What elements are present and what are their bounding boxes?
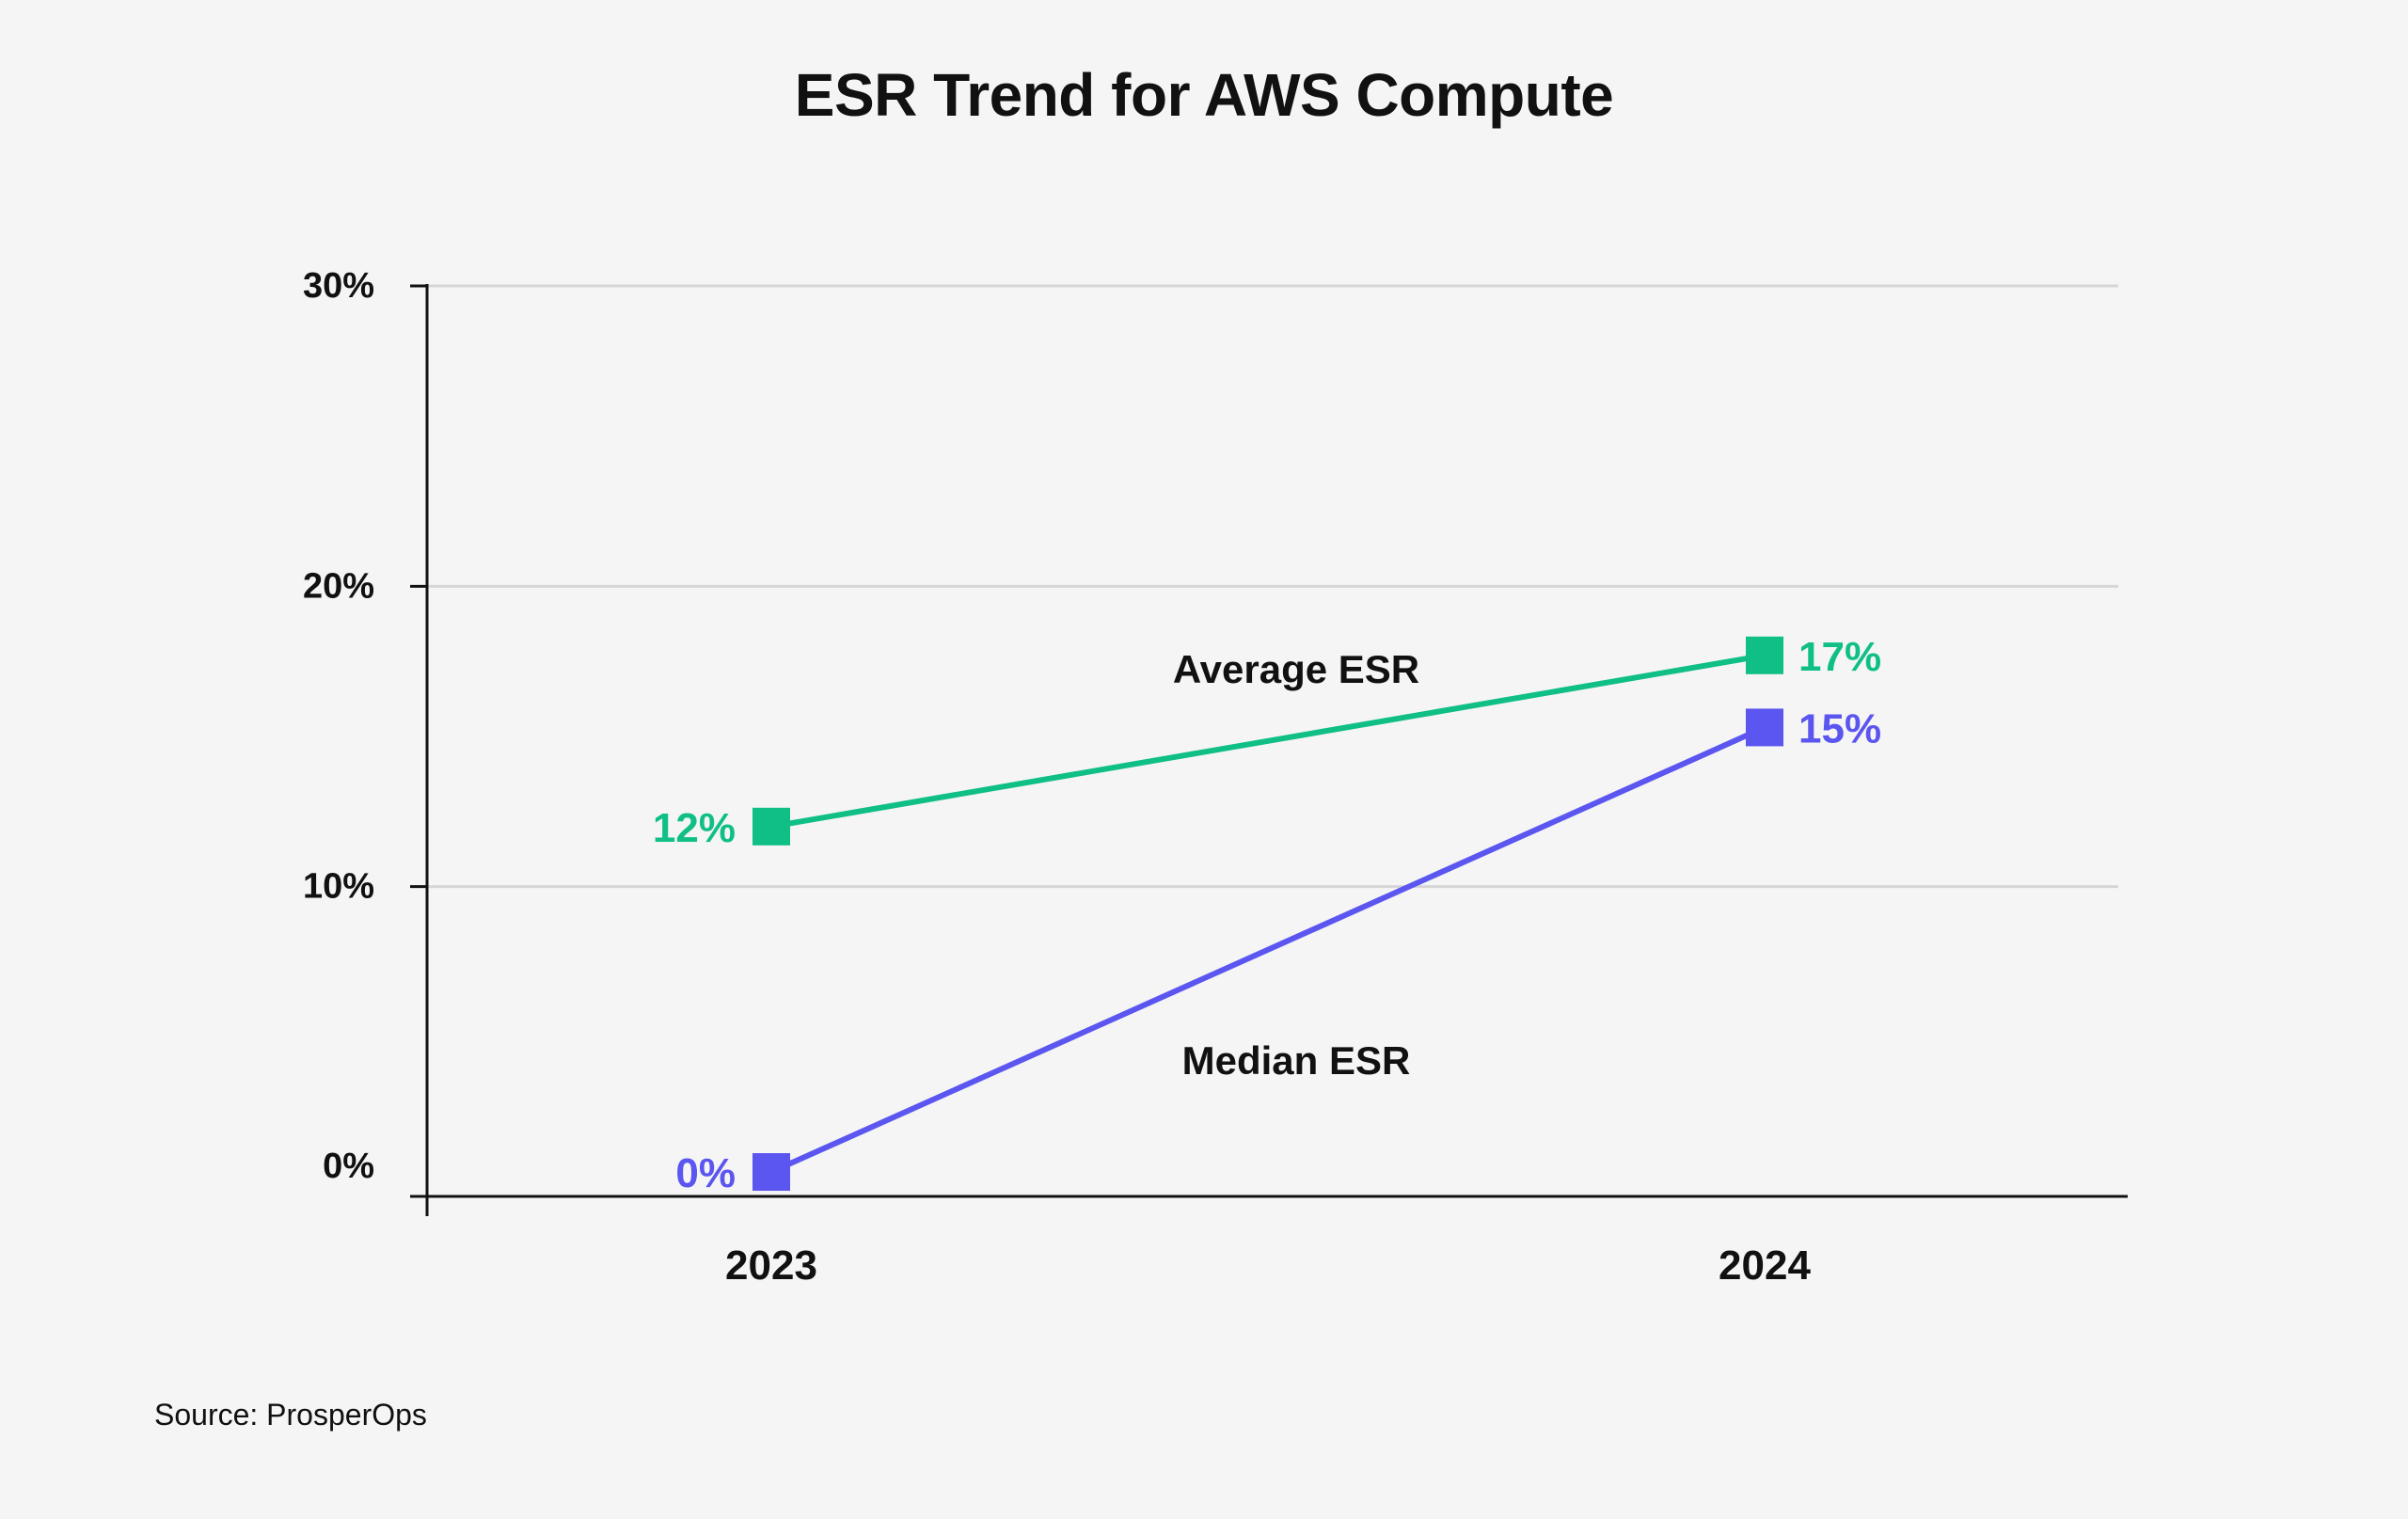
axes [410,284,2128,1216]
source-note: Source: ProsperOps [154,1398,427,1432]
series-line [769,724,1766,1175]
series-line [770,652,1766,830]
data-point-marker [752,1153,790,1192]
data-point-marker [752,807,790,846]
series-median-esr: 0% 15% Median ESR [675,705,1881,1196]
data-label: 12% [653,805,736,851]
y-tick-labels: 0% 10% 20% 30% [303,266,374,1186]
gridlines [410,284,2118,889]
x-tick-label: 2024 [1719,1242,1811,1289]
series: 12% 17% Average ESR 0% 15% Median ESR [653,634,1881,1196]
data-point-marker [1746,708,1783,747]
y-tick-label: 0% [323,1147,374,1186]
y-tick-label: 20% [303,566,374,606]
series-average-esr: 12% 17% Average ESR [653,634,1881,851]
chart-title: ESR Trend for AWS Compute [794,61,1614,129]
data-label: 0% [675,1150,736,1196]
data-label: 15% [1798,705,1881,752]
series-name-label: Average ESR [1173,647,1419,691]
series-name-label: Median ESR [1182,1038,1411,1083]
y-tick-label: 30% [303,266,374,306]
x-tick-labels: 2023 2024 [725,1242,1811,1289]
y-tick-label: 10% [303,867,374,907]
data-point-marker [1746,636,1783,674]
data-label: 17% [1798,634,1881,680]
x-tick-label: 2023 [725,1242,817,1289]
